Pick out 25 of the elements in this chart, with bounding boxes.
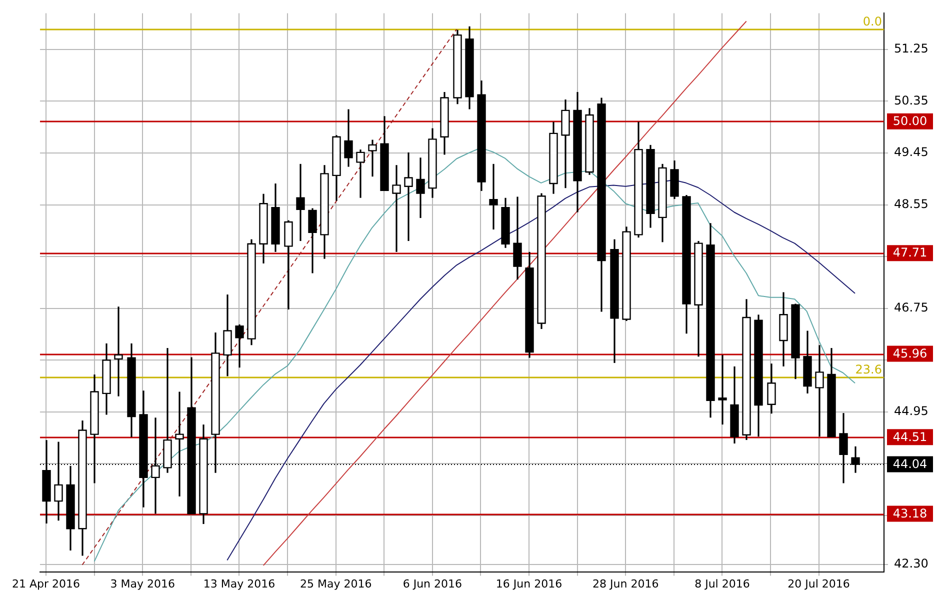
ref-line-label: 47.71 [892, 246, 928, 260]
ref-line-label: 43.18 [892, 506, 928, 520]
x-tick-label: 6 Jun 2016 [402, 577, 462, 590]
annotation: 23.6 [855, 362, 882, 376]
x-tick-label: 20 Jul 2016 [788, 577, 850, 590]
y-tick-label: 51.25 [894, 42, 928, 56]
x-tick-label: 8 Jul 2016 [694, 577, 750, 590]
y-tick-label: 49.45 [894, 145, 928, 160]
y-tick-label: 48.55 [894, 196, 928, 211]
x-tick-label: 16 Jun 2016 [496, 577, 562, 590]
x-tick-label: 25 May 2016 [300, 577, 372, 590]
ref-line-label: 44.04 [892, 456, 928, 471]
y-tick-label: 42.30 [894, 556, 928, 570]
y-tick-label: 44.95 [894, 404, 928, 418]
ref-line-label: 45.96 [892, 346, 928, 360]
y-tick-label: 46.75 [894, 300, 928, 314]
annotation: 0.0 [862, 14, 882, 28]
x-tick-label: 21 Apr 2016 [12, 577, 80, 590]
line-series [82, 28, 458, 566]
ref-line-label: 50.00 [892, 114, 928, 128]
x-tick-label: 3 May 2016 [110, 577, 175, 590]
y-tick-label: 50.35 [894, 93, 928, 108]
x-tick-label: 13 May 2016 [203, 577, 276, 590]
ref-line-label: 44.51 [892, 430, 928, 444]
x-tick-label: 28 Jun 2016 [592, 577, 659, 590]
